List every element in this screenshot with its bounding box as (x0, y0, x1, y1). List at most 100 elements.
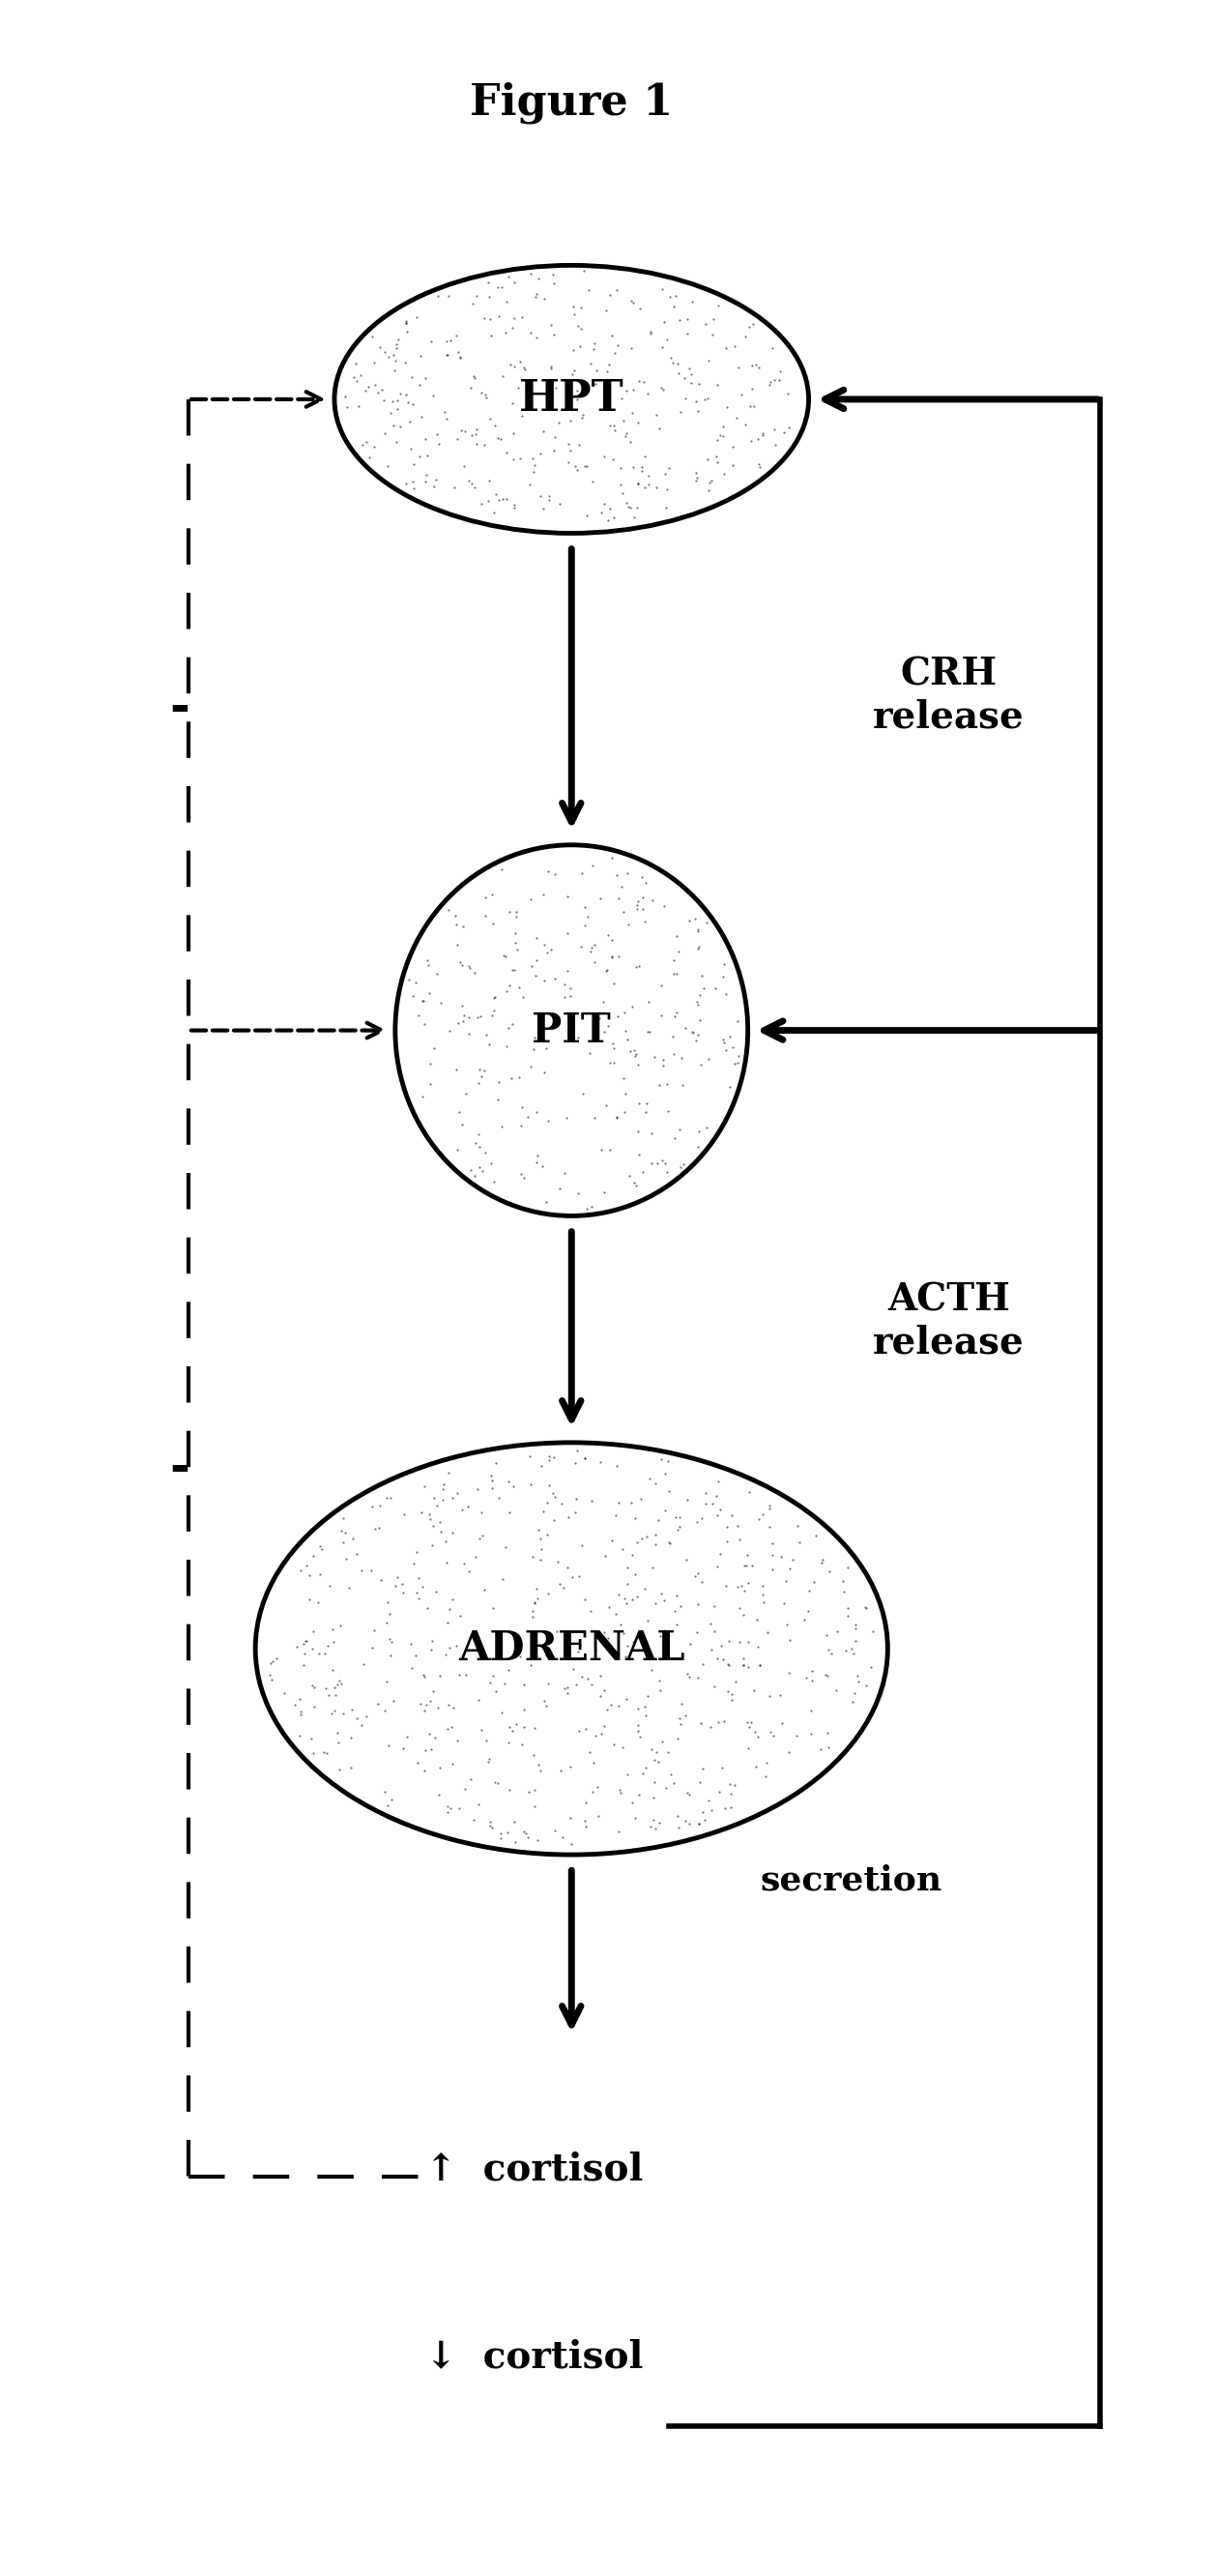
Point (601, 276, 620, 317)
Point (597, 951, 617, 992)
Point (618, 853, 637, 894)
Point (706, 1476, 726, 1517)
Point (584, 1741, 603, 1783)
Point (511, 438, 530, 479)
Point (514, 1690, 534, 1731)
Point (597, 350, 617, 392)
Point (652, 1139, 671, 1180)
Point (458, 1486, 478, 1528)
Point (533, 1146, 552, 1188)
Point (471, 994, 490, 1036)
Point (461, 1759, 480, 1801)
Point (505, 345, 524, 386)
Point (689, 999, 709, 1041)
Point (544, 1005, 563, 1046)
Text: PIT: PIT (533, 1010, 610, 1051)
Point (545, 1476, 564, 1517)
Point (556, 1151, 575, 1193)
Point (568, 1172, 587, 1213)
Point (381, 1618, 400, 1659)
Point (520, 878, 540, 920)
Point (535, 1680, 554, 1721)
Point (593, 1620, 613, 1662)
Point (801, 1713, 821, 1754)
Point (686, 1020, 705, 1061)
Point (654, 886, 674, 927)
Point (738, 1561, 758, 1602)
Point (680, 348, 699, 389)
Point (573, 853, 592, 894)
Point (359, 366, 378, 407)
Point (794, 1600, 814, 1641)
Point (416, 1728, 435, 1770)
Point (688, 909, 708, 951)
Point (544, 255, 563, 296)
Point (451, 337, 471, 379)
Point (734, 1643, 754, 1685)
Point (314, 1731, 333, 1772)
Point (685, 1556, 704, 1597)
Point (303, 1664, 322, 1705)
Point (535, 278, 554, 319)
Point (500, 891, 519, 933)
Point (698, 438, 717, 479)
Point (727, 1504, 747, 1546)
Point (561, 969, 580, 1010)
Point (514, 348, 534, 389)
Point (387, 322, 406, 363)
Point (572, 286, 591, 327)
Point (356, 1695, 376, 1736)
Point (732, 374, 751, 415)
Point (575, 1437, 595, 1479)
Point (489, 296, 508, 337)
Point (554, 1667, 574, 1708)
Point (334, 376, 354, 417)
Point (365, 1507, 384, 1548)
Point (479, 461, 499, 502)
Point (412, 1566, 432, 1607)
Point (739, 386, 759, 428)
Point (717, 1507, 737, 1548)
Point (523, 1597, 542, 1638)
Point (725, 1765, 744, 1806)
Point (516, 363, 535, 404)
Point (632, 446, 652, 487)
Point (460, 997, 479, 1038)
Point (671, 392, 691, 433)
Point (699, 340, 719, 381)
Point (422, 1525, 441, 1566)
Point (313, 1528, 332, 1569)
Point (510, 966, 529, 1007)
Point (479, 1023, 499, 1064)
Point (716, 327, 736, 368)
Point (688, 1803, 708, 1844)
Point (649, 1803, 669, 1844)
Point (323, 1649, 343, 1690)
Point (772, 1703, 792, 1744)
Point (332, 1662, 351, 1703)
Point (766, 425, 786, 466)
Point (568, 1430, 587, 1471)
Point (550, 1167, 569, 1208)
Point (576, 446, 596, 487)
Point (601, 489, 620, 531)
Point (574, 250, 593, 291)
Point (816, 1615, 835, 1656)
Point (646, 1731, 665, 1772)
Point (604, 497, 624, 538)
Point (606, 410, 625, 451)
Point (762, 327, 782, 368)
Point (803, 1662, 822, 1703)
Point (336, 1512, 355, 1553)
Point (699, 461, 719, 502)
Point (644, 1801, 664, 1842)
Point (654, 1610, 674, 1651)
Point (584, 330, 603, 371)
Point (849, 1662, 868, 1703)
Point (773, 1582, 793, 1623)
Point (590, 1654, 609, 1695)
Point (623, 1783, 642, 1824)
Point (696, 1484, 715, 1525)
Point (441, 1788, 461, 1829)
Point (316, 1667, 336, 1708)
